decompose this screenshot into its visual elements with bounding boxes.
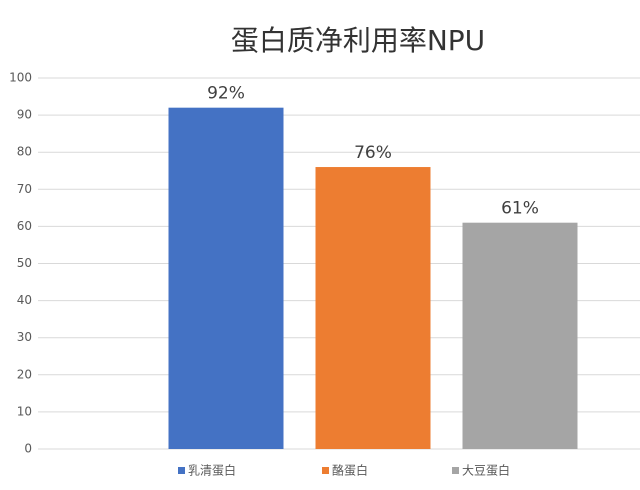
y-tick-label: 60 <box>17 219 32 233</box>
legend-label: 大豆蛋白 <box>462 463 510 478</box>
y-tick-label: 20 <box>17 367 32 381</box>
legend-label: 乳清蛋白 <box>188 463 236 478</box>
y-tick-label: 90 <box>17 108 32 122</box>
value-label: 76% <box>354 143 392 163</box>
legend-swatch <box>452 467 459 474</box>
bar <box>168 107 284 450</box>
legend-label: 酪蛋白 <box>332 463 368 478</box>
legend-swatch <box>322 467 329 474</box>
bar <box>462 222 578 449</box>
y-tick-label: 10 <box>17 404 32 418</box>
y-tick-label: 30 <box>17 330 32 344</box>
y-tick-label: 100 <box>9 71 32 85</box>
y-tick-label: 0 <box>24 442 32 456</box>
chart-title: 蛋白质净利用率NPU <box>231 24 485 57</box>
legend-swatch <box>178 467 185 474</box>
bar <box>315 167 431 450</box>
value-label: 92% <box>207 84 245 104</box>
y-tick-label: 70 <box>17 182 32 196</box>
y-tick-label: 40 <box>17 293 32 307</box>
value-label: 61% <box>501 199 539 219</box>
y-tick-label: 50 <box>17 256 32 270</box>
y-tick-label: 80 <box>17 145 32 159</box>
